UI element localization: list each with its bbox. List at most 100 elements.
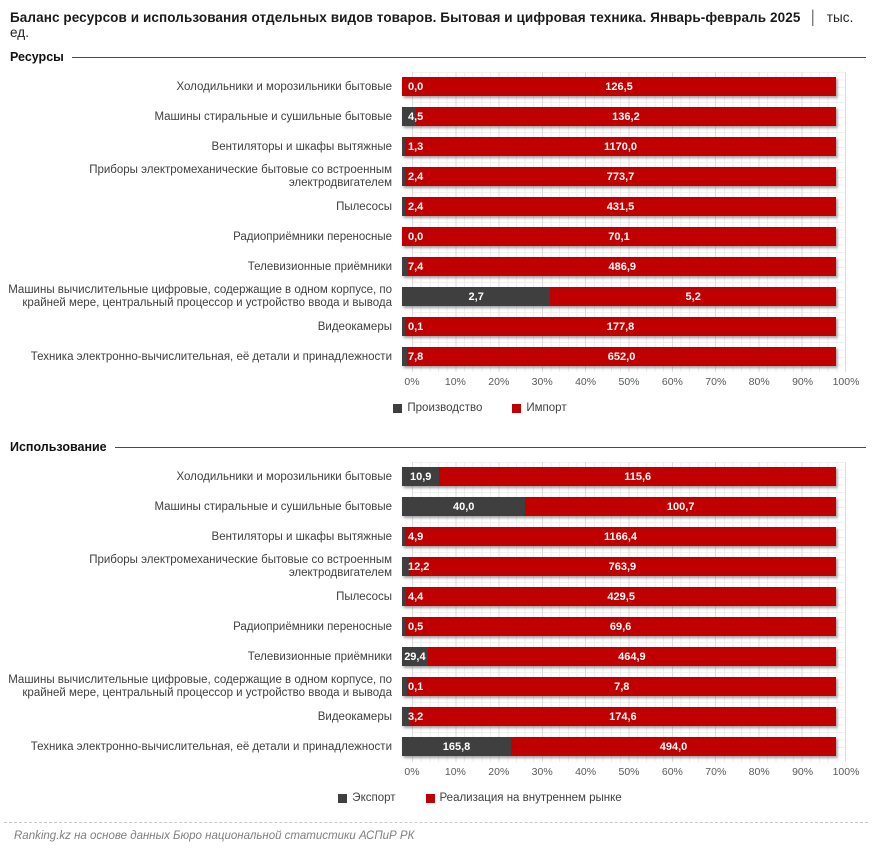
table-row: Телевизионные приёмники 29,4 464,9 [0, 642, 872, 672]
bar-rows: Холодильники и морозильники бытовые 10,9 1… [0, 462, 872, 762]
axis-tick-label: 70% [705, 376, 727, 388]
value-label: 115,6 [624, 470, 652, 483]
stacked-bar: 1,3 1170,0 [402, 137, 836, 156]
bar-cell: 40,0 100,7 [402, 492, 836, 522]
category-label: Вентиляторы и шкафы вытяжные [211, 140, 392, 153]
category-label: Машины вычислительные цифровые, содержащ… [8, 284, 392, 309]
segment-Производство [402, 347, 408, 366]
segment-Реализация на внутреннем рынке: 7,8 [407, 677, 836, 696]
value-label: 10,9 [409, 470, 432, 483]
section-title: Использование [10, 440, 107, 454]
table-row: Видеокамеры 0,1 177,8 [0, 312, 872, 342]
bar-cell: 7,8 652,0 [402, 342, 836, 372]
axis-tick-label: 50% [618, 766, 640, 778]
axis-tick-label: 0% [404, 766, 420, 778]
title-text: Баланс ресурсов и использования отдельны… [10, 10, 801, 25]
axis-tick-label: 100% [832, 376, 860, 388]
segment-Реализация на внутреннем рынке: 494,0 [511, 737, 836, 756]
bar-cell: 3,2 174,6 [402, 702, 836, 732]
bar-cell: 2,4 431,5 [402, 192, 836, 222]
value-label: 0,5 [408, 620, 424, 633]
stacked-bar: 7,8 652,0 [402, 347, 836, 366]
table-row: Техника электронно-вычислительная, её де… [0, 342, 872, 372]
segment-Экспорт: 40,0 [402, 497, 526, 516]
value-label: 431,5 [606, 200, 635, 213]
segment-Производство: 2,7 [402, 287, 551, 306]
segment-Производство [402, 167, 405, 186]
section-title: Ресурсы [10, 50, 64, 64]
category-label: Техника электронно-вычислительная, её де… [30, 740, 392, 753]
value-label: 0,1 [408, 320, 424, 333]
title-separator: │ [809, 10, 818, 25]
value-label: 4,9 [408, 530, 424, 543]
bar-cell: 4,9 1166,4 [402, 522, 836, 552]
table-row: Вентиляторы и шкафы вытяжные 1,3 1170,0 [0, 132, 872, 162]
table-row: Приборы электромеханические бытовые со в… [0, 162, 872, 192]
stacked-bar: 0,5 69,6 [402, 617, 836, 636]
segment-Импорт: 126,5 [402, 77, 836, 96]
bar-cell: 0,1 177,8 [402, 312, 836, 342]
category-label: Пылесосы [336, 590, 392, 603]
legend-item: Экспорт [338, 792, 396, 804]
legend-swatch-icon [393, 403, 403, 413]
stacked-bar: 29,4 464,9 [402, 647, 836, 666]
axis-tick-label: 20% [488, 766, 510, 778]
category-label: Машины вычислительные цифровые, содержащ… [8, 674, 392, 699]
value-label: 4,5 [408, 110, 424, 123]
value-label: 2,4 [408, 200, 424, 213]
bar-cell: 2,4 773,7 [402, 162, 836, 192]
value-label: 1,3 [408, 140, 424, 153]
section-header-usage: Использование [10, 440, 866, 454]
stacked-bar: 4,9 1166,4 [402, 527, 836, 546]
segment-Импорт: 70,1 [402, 227, 836, 246]
stacked-bar: 0,0 126,5 [402, 77, 836, 96]
stacked-bar: 3,2 174,6 [402, 707, 836, 726]
segment-Производство [402, 257, 409, 276]
axis-tick-label: 40% [575, 766, 597, 778]
bar-cell: 0,0 70,1 [402, 222, 836, 252]
segment-Импорт: 431,5 [405, 197, 836, 216]
value-label: 69,6 [609, 620, 632, 633]
bar-cell: 7,4 486,9 [402, 252, 836, 282]
legend-label: Импорт [526, 402, 567, 414]
value-label: 763,9 [608, 560, 637, 573]
category-label: Машины стиральные и сушильные бытовые [154, 110, 392, 123]
section-rule [71, 57, 866, 58]
charts-container: Ресурсы Холодильники и морозильники бытов… [0, 50, 872, 808]
value-label: 12,2 [408, 560, 430, 573]
segment-Экспорт: 10,9 [402, 467, 440, 486]
axis-tick-label: 80% [748, 766, 770, 778]
segment-Реализация на внутреннем рынке: 69,6 [405, 617, 836, 636]
axis-tick-label: 10% [444, 766, 466, 778]
value-label: 0,1 [408, 680, 424, 693]
stacked-bar: 0,0 70,1 [402, 227, 836, 246]
table-row: Машины стиральные и сушильные бытовые 40,… [0, 492, 872, 522]
x-axis: 0% 10% 20% 30% 40% 50% 60% 70% 80% 90% 100% [404, 373, 859, 391]
bar-cell: 165,8 494,0 [402, 732, 836, 762]
table-row: Холодильники и морозильники бытовые 10,9 1… [0, 462, 872, 492]
stacked-bar: 0,1 7,8 [402, 677, 836, 696]
stacked-bar: 2,4 773,7 [402, 167, 836, 186]
bar-cell: 0,5 69,6 [402, 612, 836, 642]
segment-Экспорт [402, 587, 407, 606]
legend-label: Экспорт [352, 792, 396, 804]
axis-tick-label: 40% [575, 376, 597, 388]
axis-tick-label: 0% [404, 376, 420, 388]
segment-Экспорт [402, 707, 410, 726]
section-rule [114, 447, 866, 448]
section-header-resources: Ресурсы [10, 50, 866, 64]
stacked-bar-chart: Холодильники и морозильники бытовые 10,9 1… [0, 462, 872, 808]
segment-Производство [402, 137, 405, 156]
value-label: 126,5 [605, 80, 633, 93]
value-label: 1170,0 [603, 140, 638, 153]
bar-cell: 29,4 464,9 [402, 642, 836, 672]
legend-label: Производство [407, 402, 483, 414]
axis-tick-label: 100% [832, 766, 860, 778]
legend: Производство Импорт [0, 398, 872, 418]
value-label: 40,0 [452, 500, 475, 513]
stacked-bar-chart: Холодильники и морозильники бытовые 0,0 12… [0, 72, 872, 418]
stacked-bar: 0,1 177,8 [402, 317, 836, 336]
category-label: Радиоприёмники переносные [233, 620, 392, 633]
footer-source: Ranking.kz на основе данных Бюро национа… [14, 830, 415, 842]
category-label: Холодильники и морозильники бытовые [176, 80, 393, 93]
